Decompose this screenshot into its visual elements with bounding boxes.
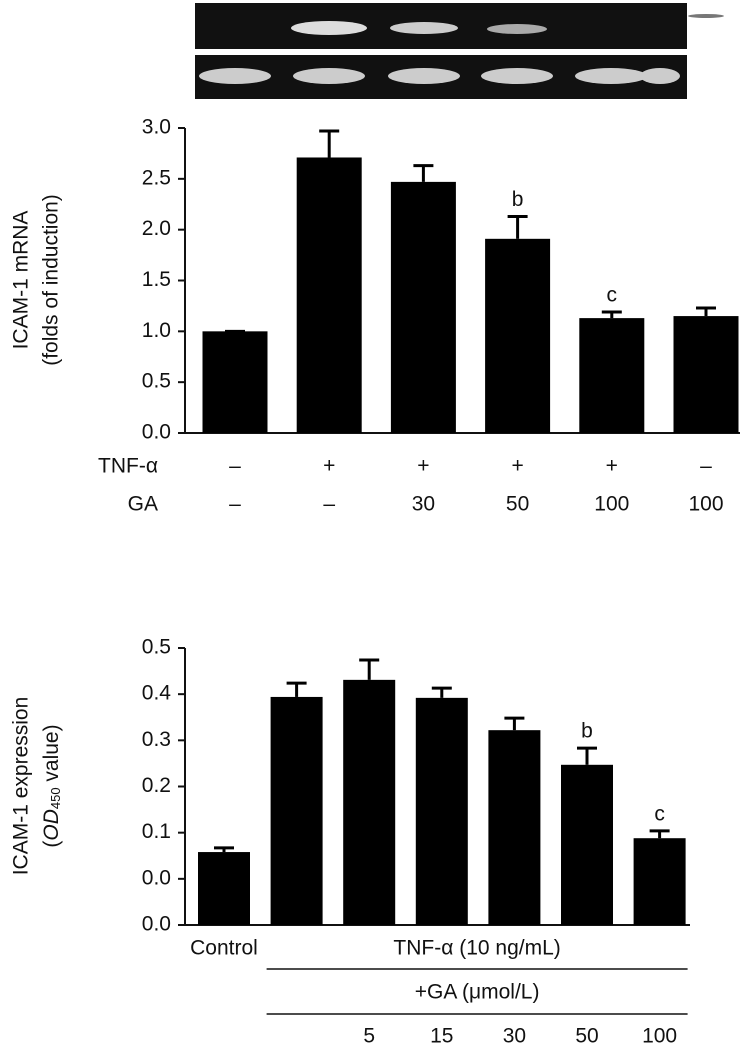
y-axis-label: ICAM-1 mRNA xyxy=(10,211,33,350)
bar xyxy=(415,697,468,925)
y-tick-label: 3.0 xyxy=(142,116,171,139)
x-tick-label: 100 xyxy=(642,1025,677,1048)
y-tick-label: 0.5 xyxy=(142,636,171,659)
x-tick-label: + xyxy=(417,455,429,478)
y-tick-label: 0.2 xyxy=(142,774,171,797)
bar xyxy=(202,331,268,433)
x-tick-label: – xyxy=(229,455,241,478)
x-tick-label: 5 xyxy=(363,1025,375,1048)
y-tick-label: 0.1 xyxy=(142,820,171,843)
bar xyxy=(485,238,551,433)
bar xyxy=(270,696,323,925)
x-tick-label: – xyxy=(323,493,335,516)
y-tick-label: 0.0 xyxy=(142,866,171,889)
bar xyxy=(488,730,541,925)
annotation: c xyxy=(654,802,665,825)
annotation: b xyxy=(512,188,524,211)
y-tick-label: 0.3 xyxy=(142,728,171,751)
y-tick-label: 1.0 xyxy=(142,319,171,342)
annotation: b xyxy=(581,720,593,743)
x-tick-label: – xyxy=(700,455,712,478)
row-label: TNF-α xyxy=(98,455,158,478)
label-part: 450 xyxy=(48,787,63,809)
y-tick-label: 0.5 xyxy=(142,370,171,393)
y-axis-label: ICAM-1 expression xyxy=(10,697,33,876)
x-tick-label: 50 xyxy=(506,493,529,516)
label-part: ( xyxy=(40,841,63,848)
x-tick-label: 30 xyxy=(412,493,435,516)
bar xyxy=(296,157,362,433)
bar xyxy=(198,852,250,925)
y-tick-label: 0.0 xyxy=(142,913,171,936)
y-tick-label: 2.5 xyxy=(142,166,171,189)
group-label: +GA (μmol/L) xyxy=(415,981,540,1004)
x-tick-label: Control xyxy=(190,937,258,960)
bar xyxy=(633,838,686,925)
x-tick-label: 50 xyxy=(575,1025,598,1048)
y-tick-label: 0.4 xyxy=(142,682,172,705)
y-tick-label: 0.0 xyxy=(142,421,171,444)
row-label: GA xyxy=(128,493,158,516)
bar xyxy=(390,181,456,433)
bar xyxy=(579,318,645,433)
y-axis-label: (OD450 value) xyxy=(40,724,64,847)
y-axis-label: (folds of induction) xyxy=(40,194,63,366)
x-tick-label: – xyxy=(229,493,241,516)
label-part: OD xyxy=(40,809,63,841)
bar xyxy=(673,316,739,433)
y-tick-label: 2.0 xyxy=(142,217,171,240)
gel-image xyxy=(195,3,724,99)
group-label: TNF-α (10 ng/mL) xyxy=(393,937,560,960)
x-tick-label: + xyxy=(511,455,523,478)
x-tick-label: + xyxy=(323,455,335,478)
x-tick-label: 100 xyxy=(594,493,629,516)
bar xyxy=(561,764,613,925)
annotation: c xyxy=(607,284,618,307)
x-tick-label: 100 xyxy=(688,493,723,516)
x-tick-label: + xyxy=(606,455,618,478)
x-tick-label: 15 xyxy=(430,1025,453,1048)
label-part: value) xyxy=(40,724,63,787)
x-tick-label: 30 xyxy=(503,1025,526,1048)
y-tick-label: 1.5 xyxy=(142,268,171,291)
bar xyxy=(343,679,396,925)
